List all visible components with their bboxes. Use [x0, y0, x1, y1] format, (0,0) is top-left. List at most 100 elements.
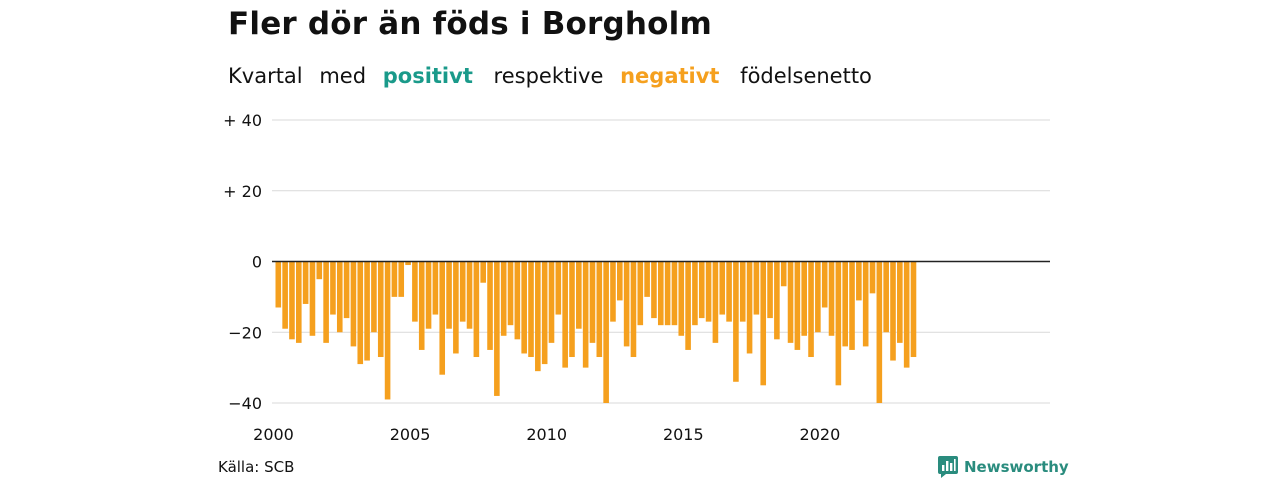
subtitle-middle: respektive	[493, 64, 604, 88]
y-tick-label: −20	[228, 323, 262, 342]
bar	[541, 261, 548, 365]
gridlines	[272, 119, 1050, 404]
bar	[910, 261, 917, 358]
bar	[712, 261, 719, 343]
bar	[644, 261, 650, 297]
y-tick-label: 0	[252, 253, 262, 272]
brand-logo: Newsworthy	[938, 456, 1069, 478]
bar	[623, 261, 630, 347]
bar	[849, 261, 855, 350]
subtitle-prefix: Kvartal	[228, 64, 303, 88]
bar	[535, 261, 541, 372]
x-tick-label: 2015	[663, 425, 704, 444]
bar	[678, 261, 685, 336]
bar	[760, 261, 767, 386]
bar	[651, 261, 657, 319]
bar	[774, 261, 780, 340]
bar	[494, 261, 500, 396]
subtitle-positive: positivt	[382, 64, 473, 88]
bar	[371, 261, 377, 333]
bar	[343, 261, 350, 319]
subtitle-suffix: födelsenetto	[740, 64, 872, 88]
bar	[487, 261, 493, 350]
bars	[275, 261, 917, 403]
bar	[466, 261, 473, 329]
bar	[883, 261, 889, 333]
bar	[473, 261, 480, 358]
bar	[350, 261, 357, 347]
bar	[685, 261, 691, 350]
bar	[828, 261, 835, 336]
bar	[698, 261, 705, 319]
bar	[821, 261, 828, 308]
chart-title: Fler dör än föds i Borgholm	[228, 6, 712, 42]
bar	[480, 261, 486, 283]
bar	[637, 261, 644, 326]
bar	[664, 261, 671, 326]
bar	[323, 261, 329, 343]
bar	[514, 261, 521, 340]
bar	[780, 261, 787, 287]
bar	[453, 261, 459, 354]
bar	[295, 261, 302, 343]
bar	[398, 261, 405, 297]
bar	[610, 261, 616, 322]
bar	[439, 261, 446, 375]
bar	[275, 261, 282, 308]
y-tick-label: −40	[228, 394, 262, 413]
bar	[726, 261, 732, 322]
x-tick-label: 2005	[390, 425, 431, 444]
bar	[446, 261, 452, 329]
bar	[897, 261, 903, 343]
chart-subtitle: Kvartal med positivt respektive negativt…	[228, 64, 882, 88]
bar	[562, 261, 568, 368]
bar	[528, 261, 534, 358]
bar	[876, 261, 883, 403]
bar	[815, 261, 821, 333]
y-tick-label: + 40	[223, 111, 262, 130]
bar	[767, 261, 773, 319]
bar	[418, 261, 425, 350]
bar	[589, 261, 596, 343]
bar	[459, 261, 466, 322]
bar	[842, 261, 848, 347]
bar	[808, 261, 814, 358]
bar	[555, 261, 562, 315]
bar	[364, 261, 370, 361]
bar	[330, 261, 336, 315]
bar	[739, 261, 746, 322]
brand-name: Newsworthy	[964, 458, 1069, 476]
bar	[425, 261, 432, 329]
bar	[835, 261, 842, 386]
y-axis-ticks: + 40 + 20 0 −20 −40	[223, 111, 262, 413]
bar	[432, 261, 439, 315]
bar	[576, 261, 582, 329]
source-label: Källa: SCB	[218, 458, 295, 476]
bar	[603, 261, 609, 403]
bar	[405, 261, 411, 266]
bar	[309, 261, 316, 336]
bar	[787, 261, 794, 343]
bar	[384, 261, 391, 400]
bar	[794, 261, 801, 350]
subtitle-negative: negativt	[620, 64, 720, 88]
bar	[596, 261, 603, 358]
bar	[719, 261, 726, 315]
x-tick-label: 2020	[800, 425, 841, 444]
bar	[705, 261, 712, 322]
bar	[617, 261, 623, 301]
bar	[801, 261, 808, 336]
bar	[336, 261, 343, 333]
x-tick-label: 2000	[253, 425, 294, 444]
bar	[582, 261, 589, 368]
bar	[733, 261, 739, 382]
x-tick-label: 2010	[526, 425, 567, 444]
bar	[630, 261, 637, 358]
x-axis-ticks: 2000 2005 2010 2015 2020	[253, 425, 840, 444]
bar	[302, 261, 309, 304]
bar	[282, 261, 288, 329]
bar	[569, 261, 575, 358]
bar	[507, 261, 514, 326]
bar	[500, 261, 507, 336]
